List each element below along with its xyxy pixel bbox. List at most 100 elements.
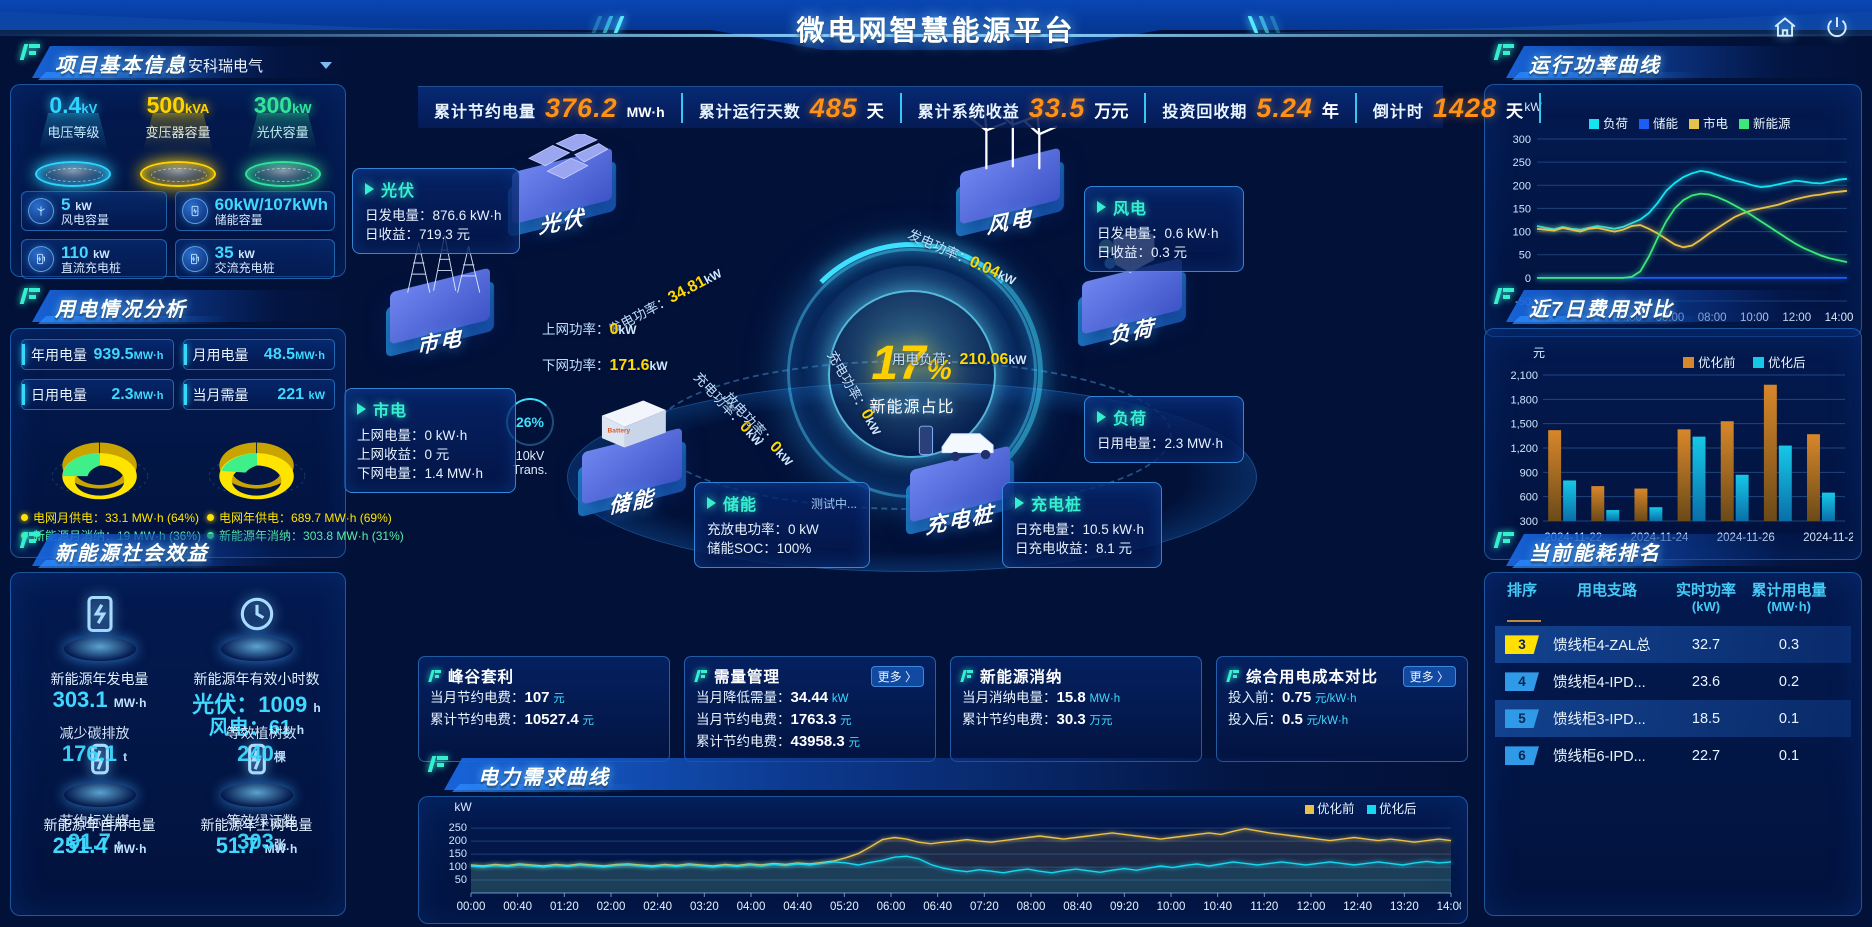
capacity-group: 0.4kV 电压等级 500kVA 变压器容量 300kW 光伏容量: [21, 93, 335, 189]
dc-charger-icon: [28, 246, 54, 272]
social-grid-secondary: 减少碳排放 176.1 t 等效植树数 240棵 节约标准煤 91.7 t 等效…: [11, 723, 345, 883]
flow-node-solar[interactable]: 光伏: [494, 134, 630, 238]
infobox-line: 日收益：0.3 元: [1097, 245, 1188, 260]
infobox-title: 风电: [1113, 201, 1148, 218]
usage-box: 日用电量 2.3MW·h: [21, 379, 174, 410]
card-title: 新能源消纳: [980, 669, 1063, 686]
flow-node-ev-charger[interactable]: 充电桩: [892, 425, 1028, 539]
card-more-button[interactable]: 更多 〉: [1402, 665, 1456, 687]
social-value: 51.7 MW·h: [215, 833, 298, 858]
social-label: 等效绿证数: [226, 813, 297, 829]
branch-name: 馈线柜4-ZAL总: [1553, 638, 1651, 655]
panel-body: 元优化前优化后2,1001,8001,5001,2009006003002024…: [1484, 328, 1862, 560]
svg-text:03:20: 03:20: [690, 901, 719, 913]
kpi-value: 5.24: [1256, 92, 1313, 123]
card-row: 当月降低需量：34.44 kW: [696, 689, 849, 706]
social-item-effective-hours: 新能源年有效小时数 光伏：1009 h 风电：61 h: [178, 585, 335, 739]
svg-text:200: 200: [449, 835, 467, 847]
capacity-mini-group: 5 kW 风电容量 60kW/107kWh 储能容量 110 kW 直流充电桩 …: [21, 191, 335, 279]
kpi-value: 485: [809, 92, 858, 123]
svg-text:200: 200: [1513, 180, 1531, 192]
capacity-label: 电压等级: [47, 125, 100, 140]
svg-text:50: 50: [1519, 250, 1531, 262]
column-power: 实时功率 (kW): [1675, 582, 1736, 614]
social-value: 176.1 t: [61, 741, 128, 766]
infobox-grid: 市电 上网电量：0 kW·h 上网收益：0 元 下网电量：1.4 MW·h: [344, 388, 516, 493]
rank-badge: 6: [1495, 746, 1549, 766]
capacity-label: 光伏容量: [256, 125, 309, 140]
usage-value: 2.3MW·h: [111, 385, 164, 403]
infobox-ev-charger: 充电桩 日充电量：10.5 kW·h 日充电收益：8.1 元: [1002, 482, 1162, 568]
infobox-line: 下网电量：1.4 MW·h: [357, 466, 484, 481]
ev-charger-icon: [918, 425, 994, 462]
flow-node-load[interactable]: 负荷: [1064, 227, 1200, 348]
cumulative-energy: 0.3: [1778, 636, 1800, 653]
infobox-line: 日充电量：10.5 kW·h: [1015, 522, 1145, 537]
kpi-value: 376.2: [545, 92, 618, 123]
panel-title: 项目基本信息: [55, 55, 187, 77]
table-row[interactable]: 6 馈线柜6-IPD... 22.7 0.1: [1495, 737, 1851, 774]
flow-node-grid[interactable]: 市电: [372, 235, 508, 358]
panel-energy-ranking: 当前能耗排名 排序 用电支路 实时功率 (kW) 累计用电量 (MW·h) 3 馈线柜…: [1484, 532, 1862, 916]
capacity-value: 0.4kV: [49, 92, 98, 118]
battery-container-icon: Battery: [601, 400, 666, 448]
flow-node-storage[interactable]: Battery 储能: [564, 400, 700, 518]
panel-flag-icon: [19, 44, 42, 62]
kpi-label: 累计运行天数: [698, 103, 801, 121]
mini-card-wind-capacity: 5 kW 风电容量: [21, 191, 167, 231]
project-select[interactable]: 安科瑞电气: [186, 54, 338, 76]
card-title: 峰谷套利: [448, 669, 515, 686]
renewable-share: 17% 新能源占比: [792, 336, 1032, 417]
infobox-wind: 风电 日发电量：0.6 kW·h 日收益：0.3 元: [1084, 186, 1244, 272]
donut-chart: [208, 442, 305, 500]
flow-node-wind[interactable]: 风电: [942, 102, 1078, 238]
kpi-item: 累计系统收益 33.5 万元: [902, 92, 1147, 123]
svg-text:250: 250: [449, 822, 467, 834]
table-row[interactable]: 5 馈线柜3-IPD... 18.5 0.1: [1495, 700, 1851, 738]
mini-value: 110 kW: [61, 242, 110, 262]
usage-key: 日用电量: [31, 386, 87, 403]
infobox-title: 负荷: [1113, 411, 1148, 428]
svg-text:1,200: 1,200: [1510, 443, 1538, 455]
mini-card-ac-charger: 35 kW 交流充电桩: [174, 239, 335, 279]
infobox-line: 日发电量：0.6 kW·h: [1097, 226, 1219, 241]
social-item-trees: 等效植树数 240棵: [178, 723, 345, 795]
svg-text:06:00: 06:00: [877, 901, 906, 913]
kpi-item: 累计节约电量 376.2 MW·h: [418, 92, 683, 123]
legend-label: 电网年供电：689.7 MW·h (69%): [219, 511, 392, 525]
cost-compare-chart[interactable]: 元优化前优化后2,1001,8001,5001,2009006003002024…: [1493, 335, 1861, 559]
panel-cost-compare: 近7日费用对比 元优化前 优化后 2,100 1,800 1,500 1,200 900 60…: [1484, 288, 1862, 560]
leaf-icon: [78, 737, 122, 783]
svg-text:100: 100: [449, 861, 467, 873]
panel-body: 排序 用电支路 实时功率 (kW) 累计用电量 (MW·h) 3 馈线柜4-ZAL总 3…: [1484, 572, 1862, 916]
kpi-item: 倒计时 1428 天: [1357, 92, 1542, 123]
arrow-icon: [365, 183, 374, 195]
card-row: 当月节约电费：1763.3 元: [696, 711, 852, 728]
card-peak-valley-arbitrage: 峰谷套利 当月节约电费：107 元 累计节约电费：10527.4 元: [418, 656, 670, 762]
table-row[interactable]: 4 馈线柜4-IPD... 23.6 0.2: [1495, 663, 1851, 700]
mini-label: 风电容量: [61, 212, 110, 227]
usage-key: 当月需量: [192, 386, 249, 403]
solar-panel-icon: [528, 134, 608, 179]
infobox-title: 充电桩: [1031, 497, 1083, 514]
social-value: 光伏：1009 h: [192, 692, 321, 717]
card-more-button[interactable]: 更多 〉: [870, 665, 924, 687]
table-row[interactable]: 3 馈线柜4-ZAL总 32.7 0.3: [1495, 626, 1851, 664]
panel-flag-icon: [1493, 288, 1516, 306]
infobox-storage: 储能 测试中... 充放电功率：0 kW 储能SOC：100%: [694, 482, 870, 568]
infobox-line: 日发电量：876.6 kW·h: [365, 208, 502, 223]
capacity-label: 变压器容量: [145, 125, 211, 140]
panel-body: kW 优化前 优化后 250 200 150 100 50 00:00 00:40 01:20 02:…: [418, 796, 1468, 924]
column-rank: 排序: [1506, 582, 1537, 599]
header-actions: [1772, 14, 1850, 40]
home-icon[interactable]: [1772, 14, 1798, 40]
social-item-self-use: 新能源年自用电量 251.4 MW·h: [21, 731, 178, 861]
project-select-value: 安科瑞电气: [188, 57, 264, 75]
social-label: 新能源年自用电量: [43, 817, 156, 833]
card-title: 综合用电成本对比: [1246, 669, 1379, 686]
legend-dot-grid-year: [207, 514, 215, 521]
power-icon[interactable]: [1824, 14, 1850, 40]
panel-flag-icon: [1493, 44, 1516, 62]
realtime-power: 22.7: [1691, 747, 1721, 764]
